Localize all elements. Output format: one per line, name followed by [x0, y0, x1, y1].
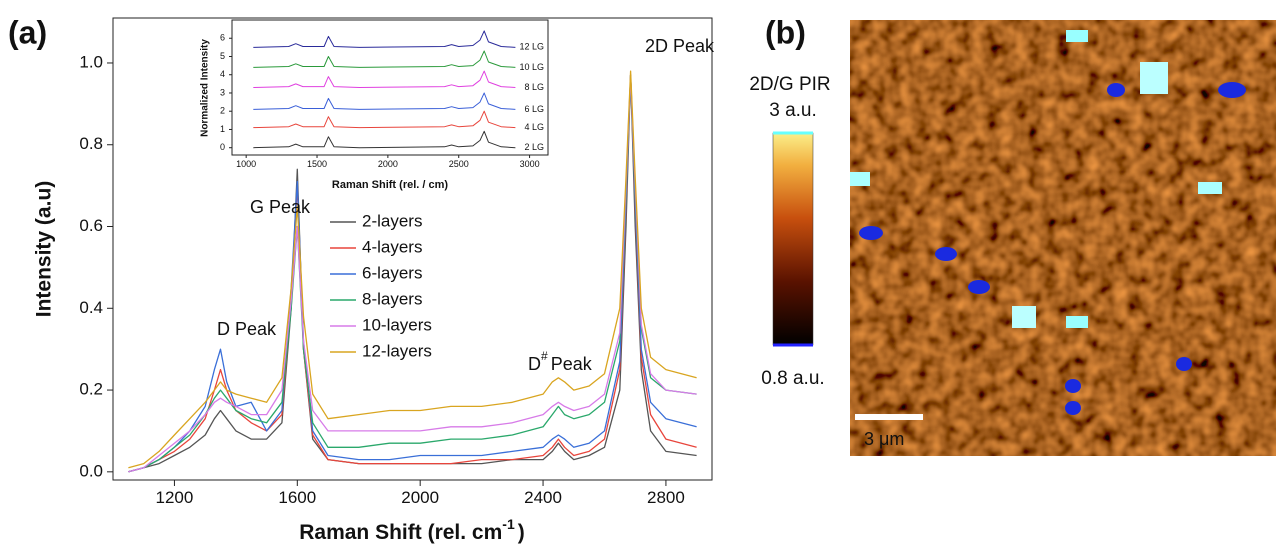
map-spot — [850, 172, 870, 186]
inset-y-title: Normalized Intensity — [200, 39, 211, 137]
legend-label: 8-layers — [362, 289, 422, 308]
x-tick-label: 1500 — [307, 159, 327, 169]
colorbar-tick-label: 0.8 a.u. — [761, 368, 824, 389]
map-spot — [935, 247, 957, 261]
y-tick-label: 2 — [220, 106, 225, 116]
inset-series-label: 8 LG — [524, 82, 544, 92]
colorbar-title: 2D/G PIR — [749, 74, 830, 95]
peak-annotation: G Peak — [250, 197, 311, 217]
peak-annotation-tail: Peak — [551, 354, 593, 374]
map-spot — [1066, 316, 1088, 328]
colorbar — [773, 133, 813, 345]
x-axis-title-sup: -1 — [502, 516, 515, 532]
y-tick-label: 1.0 — [79, 52, 103, 71]
peak-annotation: D#Peak — [528, 349, 593, 374]
y-axis-title: Intensity (a.u) — [33, 181, 56, 318]
map-spot — [1012, 306, 1036, 328]
legend-label: 2-layers — [362, 211, 422, 230]
map-spot — [1065, 379, 1081, 393]
legend-label: 10-layers — [362, 315, 432, 334]
scale-bar — [855, 414, 923, 420]
x-tick-label: 1600 — [278, 488, 316, 507]
inset-series-label: 12 LG — [519, 42, 544, 52]
colorbar-tick-label: 3 a.u. — [769, 100, 817, 121]
peak-annotation: 2D Peak — [645, 36, 715, 56]
map-spot — [1198, 182, 1222, 194]
y-tick-label: 0.4 — [79, 298, 103, 317]
peak-annotation: D Peak — [217, 319, 277, 339]
inset-series-label: 10 LG — [519, 62, 544, 72]
x-tick-label: 2800 — [647, 488, 685, 507]
scale-bar-label: 3 μm — [864, 429, 904, 449]
map-spot — [1066, 30, 1088, 42]
panel-label: (b) — [765, 14, 806, 50]
legend-label: 12-layers — [362, 341, 432, 360]
x-tick-label: 2500 — [449, 159, 469, 169]
map-spot — [1176, 357, 1192, 371]
inset-series-label: 2 LG — [524, 142, 544, 152]
map-texture — [850, 20, 1276, 456]
legend-label: 4-layers — [362, 237, 422, 256]
y-tick-label: 0.0 — [79, 461, 103, 480]
x-tick-label: 2000 — [401, 488, 439, 507]
x-tick-label: 2400 — [524, 488, 562, 507]
inset-series-label: 4 LG — [524, 122, 544, 132]
peak-annotation-base: D — [528, 354, 541, 374]
x-axis-title: Raman Shift (rel. cm-1) — [299, 516, 525, 544]
map-spot — [1107, 83, 1125, 97]
x-tick-label: 1000 — [236, 159, 256, 169]
peak-annotation-sup: # — [541, 349, 548, 363]
x-tick-label: 3000 — [520, 159, 540, 169]
x-axis-title-tail: ) — [518, 521, 525, 544]
legend-label: 6-layers — [362, 263, 422, 282]
y-tick-label: 0.8 — [79, 134, 103, 153]
x-axis-title-base: Raman Shift (rel. cm — [299, 521, 502, 544]
panel-label: (a) — [8, 14, 47, 50]
y-tick-label: 0.2 — [79, 380, 103, 399]
map-spot — [1065, 401, 1081, 415]
y-tick-label: 0.6 — [79, 216, 103, 235]
map-spot — [1140, 62, 1168, 94]
y-tick-label: 3 — [220, 87, 225, 97]
x-tick-label: 1200 — [156, 488, 194, 507]
y-tick-label: 6 — [220, 33, 225, 43]
y-tick-label: 5 — [220, 51, 225, 61]
inset-series-label: 6 LG — [524, 104, 544, 114]
figure: 120016002000240028000.00.20.40.60.81.02-… — [0, 0, 1276, 548]
inset-x-title: Raman Shift (rel. / cm) — [332, 179, 448, 191]
map-spot — [1218, 82, 1246, 98]
map-spot — [968, 280, 990, 294]
y-tick-label: 1 — [220, 124, 225, 134]
map-spot — [859, 226, 883, 240]
raman-map — [850, 20, 1276, 456]
y-tick-label: 4 — [220, 69, 225, 79]
x-tick-label: 2000 — [378, 159, 398, 169]
y-tick-label: 0 — [220, 142, 225, 152]
